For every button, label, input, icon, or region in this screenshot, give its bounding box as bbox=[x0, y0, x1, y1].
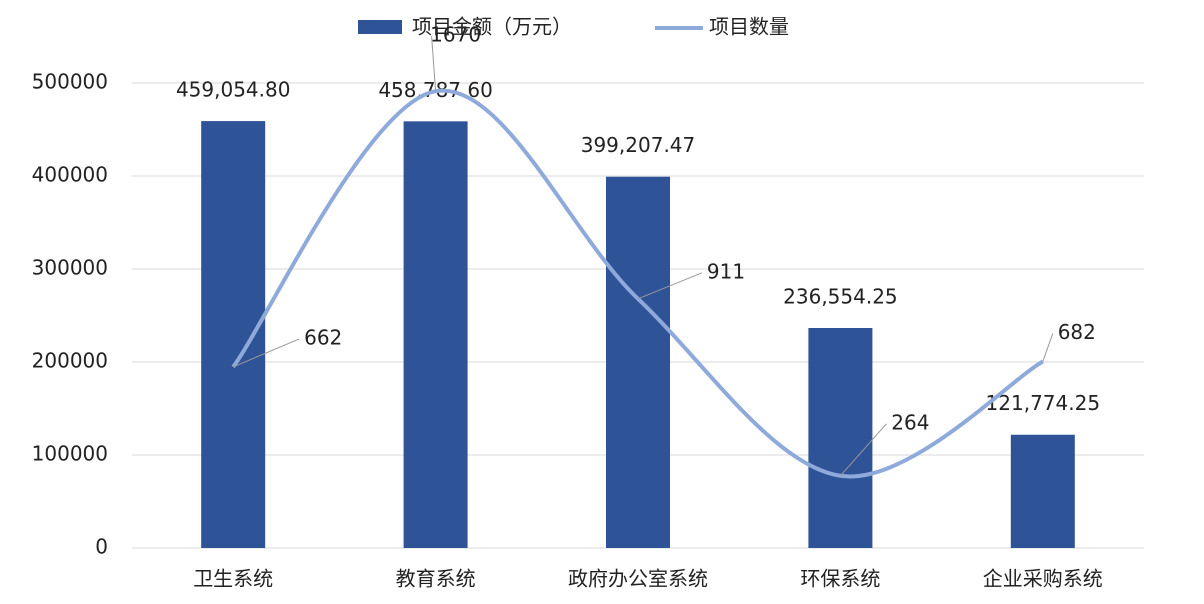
data-label: 1670 bbox=[430, 23, 481, 47]
x-tick-label: 卫生系统 bbox=[193, 567, 273, 591]
x-tick-label: 企业采购系统 bbox=[983, 567, 1103, 591]
y-tick-label: 100000 bbox=[32, 442, 108, 466]
legend-swatch bbox=[358, 20, 402, 34]
leader-line bbox=[233, 338, 300, 368]
leader-line bbox=[431, 36, 437, 92]
leader-line bbox=[637, 272, 703, 300]
y-tick-label: 0 bbox=[95, 535, 108, 559]
data-label: 399,207.47 bbox=[581, 133, 696, 157]
legend-label: 项目数量 bbox=[709, 15, 789, 39]
data-label: 911 bbox=[707, 259, 745, 283]
line bbox=[231, 88, 1044, 479]
x-tick-label: 环保系统 bbox=[800, 567, 880, 591]
data-label: 121,774.25 bbox=[986, 391, 1101, 415]
y-tick-label: 500000 bbox=[32, 70, 108, 94]
x-tick-label: 政府办公室系统 bbox=[568, 567, 708, 591]
data-label: 459,054.80 bbox=[176, 78, 291, 102]
bar bbox=[201, 121, 266, 548]
leader-line bbox=[840, 423, 887, 477]
leader-line bbox=[1042, 333, 1054, 362]
bar bbox=[1010, 434, 1075, 548]
legend-label: 项目金额（万元） bbox=[412, 15, 572, 39]
y-tick-label: 200000 bbox=[32, 349, 108, 373]
y-tick-label: 300000 bbox=[32, 256, 108, 280]
bar bbox=[403, 121, 468, 549]
x-tick-label: 教育系统 bbox=[396, 567, 476, 591]
bar bbox=[808, 328, 873, 548]
data-label: 264 bbox=[891, 410, 929, 434]
data-label: 662 bbox=[304, 325, 342, 349]
data-label: 682 bbox=[1058, 320, 1096, 344]
bar bbox=[606, 176, 670, 548]
data-label: 236,554.25 bbox=[783, 285, 898, 309]
y-tick-label: 400000 bbox=[32, 163, 108, 187]
